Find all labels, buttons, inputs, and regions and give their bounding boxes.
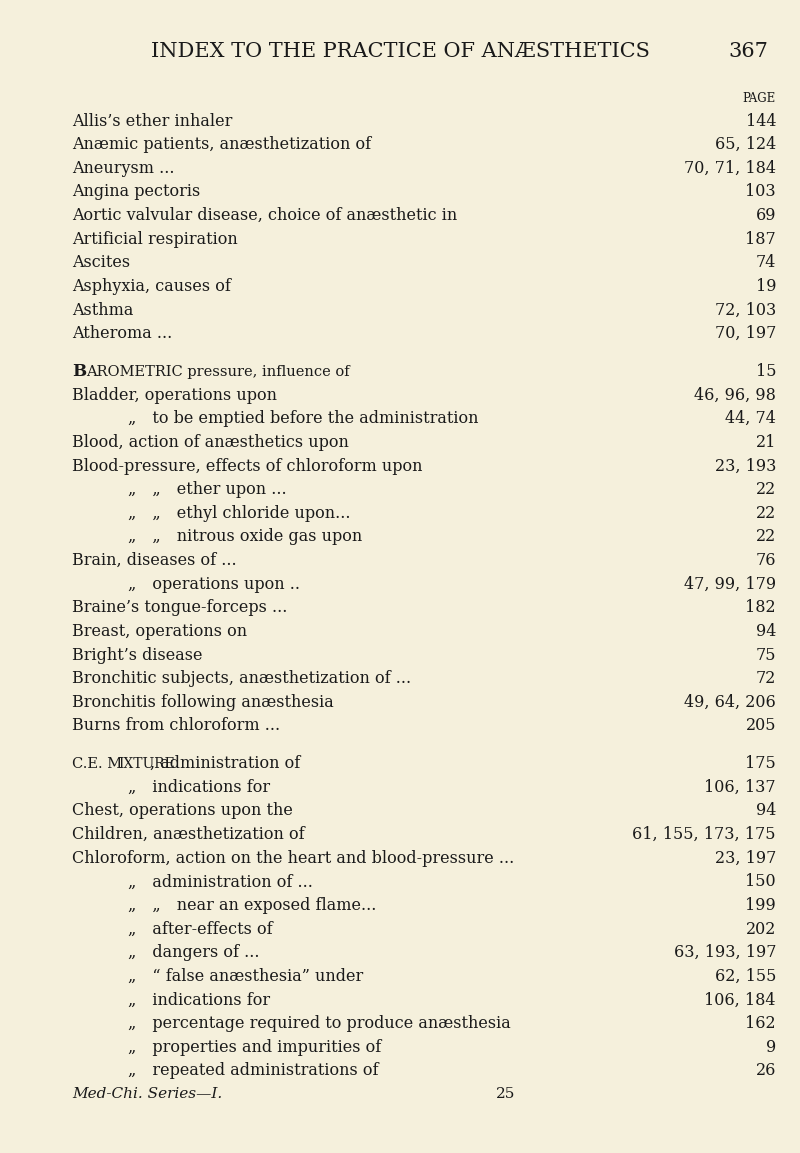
Text: 182: 182 — [746, 600, 776, 617]
Text: „ “ false anæsthesia” under: „ “ false anæsthesia” under — [128, 967, 363, 985]
Text: 47, 99, 179: 47, 99, 179 — [684, 575, 776, 593]
Text: C.E. M: C.E. M — [72, 756, 122, 770]
Text: „ after-effects of: „ after-effects of — [128, 920, 273, 937]
Text: 15: 15 — [755, 363, 776, 380]
Text: 144: 144 — [746, 113, 776, 129]
Text: Chloroform, action on the heart and blood-pressure ...: Chloroform, action on the heart and bloo… — [72, 850, 514, 867]
Text: 21: 21 — [756, 434, 776, 451]
Text: „ indications for: „ indications for — [128, 992, 270, 1009]
Text: „ dangers of ...: „ dangers of ... — [128, 944, 259, 962]
Text: 63, 193, 197: 63, 193, 197 — [674, 944, 776, 962]
Text: „ „ ether upon ...: „ „ ether upon ... — [128, 481, 286, 498]
Text: PAGE: PAGE — [742, 91, 776, 105]
Text: 46, 96, 98: 46, 96, 98 — [694, 386, 776, 404]
Text: 72: 72 — [756, 670, 776, 687]
Text: Blood-pressure, effects of chloroform upon: Blood-pressure, effects of chloroform up… — [72, 458, 422, 475]
Text: „ „ nitrous oxide gas upon: „ „ nitrous oxide gas upon — [128, 528, 362, 545]
Text: Braine’s tongue-forceps ...: Braine’s tongue-forceps ... — [72, 600, 287, 617]
Text: „ properties and impurities of: „ properties and impurities of — [128, 1039, 382, 1056]
Text: Aortic valvular disease, choice of anæsthetic in: Aortic valvular disease, choice of anæst… — [72, 208, 458, 224]
Text: Anæmic patients, anæsthetization of: Anæmic patients, anæsthetization of — [72, 136, 371, 153]
Text: 175: 175 — [746, 755, 776, 773]
Text: 94: 94 — [756, 802, 776, 820]
Text: IXTURE: IXTURE — [118, 756, 175, 770]
Text: Aneurysm ...: Aneurysm ... — [72, 160, 174, 176]
Text: 22: 22 — [756, 528, 776, 545]
Text: Bright’s disease: Bright’s disease — [72, 647, 202, 663]
Text: , administration of: , administration of — [150, 755, 301, 773]
Text: INDEX TO THE PRACTICE OF ANÆSTHETICS: INDEX TO THE PRACTICE OF ANÆSTHETICS — [150, 43, 650, 61]
Text: AROMETRIC pressure, influence of: AROMETRIC pressure, influence of — [86, 364, 350, 378]
Text: 187: 187 — [746, 231, 776, 248]
Text: Asphyxia, causes of: Asphyxia, causes of — [72, 278, 231, 295]
Text: B: B — [72, 363, 86, 380]
Text: „ repeated administrations of: „ repeated administrations of — [128, 1062, 378, 1079]
Text: 106, 137: 106, 137 — [704, 778, 776, 796]
Text: 49, 64, 206: 49, 64, 206 — [684, 694, 776, 710]
Text: 106, 184: 106, 184 — [705, 992, 776, 1009]
Text: 25: 25 — [496, 1087, 515, 1101]
Text: Angina pectoris: Angina pectoris — [72, 183, 200, 201]
Text: Brain, diseases of ...: Brain, diseases of ... — [72, 552, 237, 570]
Text: Burns from chloroform ...: Burns from chloroform ... — [72, 717, 280, 734]
Text: Children, anæsthetization of: Children, anæsthetization of — [72, 826, 305, 843]
Text: „ operations upon ..: „ operations upon .. — [128, 575, 300, 593]
Text: Ascites: Ascites — [72, 255, 130, 271]
Text: 22: 22 — [756, 505, 776, 522]
Text: 23, 193: 23, 193 — [714, 458, 776, 475]
Text: „ percentage required to produce anæsthesia: „ percentage required to produce anæsthe… — [128, 1015, 510, 1032]
Text: 72, 103: 72, 103 — [714, 302, 776, 318]
Text: 103: 103 — [746, 183, 776, 201]
Text: 62, 155: 62, 155 — [714, 967, 776, 985]
Text: „ „ ethyl chloride upon...: „ „ ethyl chloride upon... — [128, 505, 350, 522]
Text: 44, 74: 44, 74 — [725, 410, 776, 428]
Text: 202: 202 — [746, 920, 776, 937]
Text: Breast, operations on: Breast, operations on — [72, 623, 247, 640]
Text: 75: 75 — [755, 647, 776, 663]
Text: 205: 205 — [746, 717, 776, 734]
Text: „ „ near an exposed flame...: „ „ near an exposed flame... — [128, 897, 376, 914]
Text: 74: 74 — [756, 255, 776, 271]
Text: Blood, action of anæsthetics upon: Blood, action of anæsthetics upon — [72, 434, 349, 451]
Text: 199: 199 — [746, 897, 776, 914]
Text: Bronchitis following anæsthesia: Bronchitis following anæsthesia — [72, 694, 334, 710]
Text: 70, 71, 184: 70, 71, 184 — [684, 160, 776, 176]
Text: Asthma: Asthma — [72, 302, 134, 318]
Text: Allis’s ether inhaler: Allis’s ether inhaler — [72, 113, 232, 129]
Text: 150: 150 — [746, 873, 776, 890]
Text: 76: 76 — [755, 552, 776, 570]
Text: 23, 197: 23, 197 — [714, 850, 776, 867]
Text: Bronchitic subjects, anæsthetization of ...: Bronchitic subjects, anæsthetization of … — [72, 670, 411, 687]
Text: Med-Chi. Series—I.: Med-Chi. Series—I. — [72, 1087, 222, 1101]
Text: „ indications for: „ indications for — [128, 778, 270, 796]
Text: 19: 19 — [755, 278, 776, 295]
Text: 69: 69 — [755, 208, 776, 224]
Text: 94: 94 — [756, 623, 776, 640]
Text: Bladder, operations upon: Bladder, operations upon — [72, 386, 277, 404]
Text: Chest, operations upon the: Chest, operations upon the — [72, 802, 293, 820]
Text: 367: 367 — [728, 43, 768, 61]
Text: 61, 155, 173, 175: 61, 155, 173, 175 — [633, 826, 776, 843]
Text: Atheroma ...: Atheroma ... — [72, 325, 172, 342]
Text: „ to be emptied before the administration: „ to be emptied before the administratio… — [128, 410, 478, 428]
Text: Artificial respiration: Artificial respiration — [72, 231, 238, 248]
Text: 65, 124: 65, 124 — [714, 136, 776, 153]
Text: 70, 197: 70, 197 — [714, 325, 776, 342]
Text: „ administration of ...: „ administration of ... — [128, 873, 313, 890]
Text: 26: 26 — [756, 1062, 776, 1079]
Text: 9: 9 — [766, 1039, 776, 1056]
Text: 22: 22 — [756, 481, 776, 498]
Text: 162: 162 — [746, 1015, 776, 1032]
